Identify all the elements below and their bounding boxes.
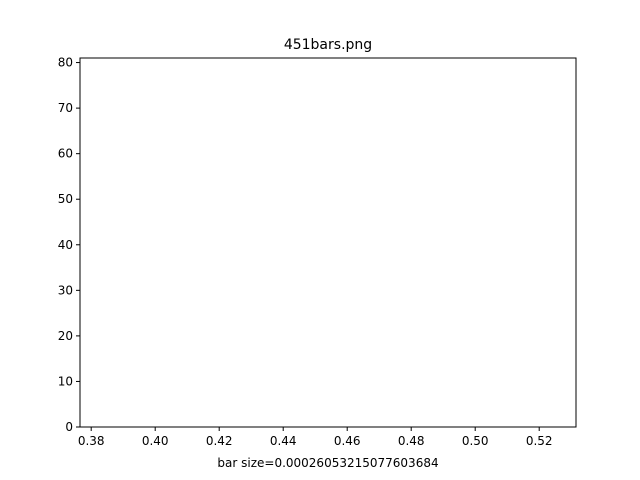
chart-title: 451bars.png: [284, 37, 372, 53]
x-tick-label: 0.46: [334, 434, 361, 448]
x-tick-label: 0.42: [206, 434, 233, 448]
x-tick-label: 0.52: [526, 434, 553, 448]
x-axis: 0.38 0.40 0.42 0.44 0.46 0.48 0.50 0.52: [78, 427, 553, 448]
x-tick-label: 0.44: [270, 434, 297, 448]
y-tick-label: 60: [58, 147, 73, 161]
y-tick-label: 20: [58, 329, 73, 343]
y-tick-label: 50: [58, 192, 73, 206]
y-tick-label: 80: [58, 56, 73, 70]
x-axis-label: bar size=0.00026053215077603684: [217, 456, 438, 470]
y-tick-label: 30: [58, 283, 73, 297]
y-axis: 0 10 20 30 40 50 60 70 80: [58, 56, 80, 434]
x-tick-label: 0.50: [462, 434, 489, 448]
x-tick-label: 0.38: [78, 434, 105, 448]
plot-area: [79, 57, 577, 428]
y-tick-label: 70: [58, 101, 73, 115]
y-tick-label: 0: [65, 420, 73, 434]
y-tick-label: 10: [58, 374, 73, 388]
y-tick-label: 40: [58, 238, 73, 252]
x-tick-label: 0.48: [398, 434, 425, 448]
x-tick-label: 0.40: [142, 434, 169, 448]
